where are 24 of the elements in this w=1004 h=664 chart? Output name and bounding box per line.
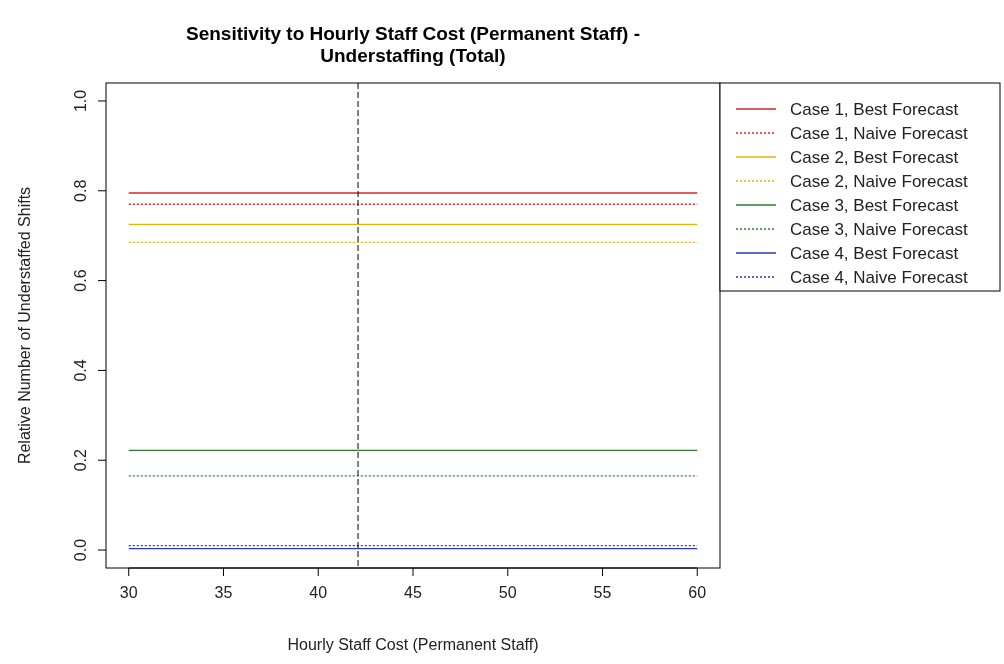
legend-label: Case 1, Best Forecast <box>790 100 959 119</box>
legend-label: Case 3, Naive Forecast <box>790 220 968 239</box>
x-tick-label: 55 <box>593 584 612 601</box>
x-tick-label: 50 <box>498 584 517 601</box>
chart-title: Sensitivity to Hourly Staff Cost (Permanent Staff) - Understaffing (Total) <box>186 23 640 66</box>
x-tick-label: 60 <box>688 584 707 601</box>
y-tick-label: 1.0 <box>72 89 89 113</box>
x-tick-label: 40 <box>309 584 328 601</box>
y-tick-label: 0.8 <box>72 179 89 202</box>
y-tick-label: 0.6 <box>72 269 89 292</box>
legend-label: Case 4, Best Forecast <box>790 244 959 263</box>
y-axis-title: Relative Number of Understaffed Shifts <box>16 186 33 465</box>
legend-label: Case 2, Naive Forecast <box>790 172 968 191</box>
legend-label: Case 3, Best Forecast <box>790 196 959 215</box>
x-tick-label: 30 <box>119 584 138 601</box>
legend-label: Case 1, Naive Forecast <box>790 124 968 143</box>
x-axis-title: Hourly Staff Cost (Permanent Staff) <box>287 636 539 653</box>
legend-label: Case 2, Best Forecast <box>790 148 959 167</box>
x-tick-label: 45 <box>404 584 422 601</box>
y-tick-label: 0.2 <box>72 449 89 472</box>
y-tick-label: 0.4 <box>72 359 89 382</box>
y-tick-label: 0.0 <box>72 538 89 562</box>
legend-label: Case 4, Naive Forecast <box>790 268 968 287</box>
x-tick-label: 35 <box>214 584 233 601</box>
